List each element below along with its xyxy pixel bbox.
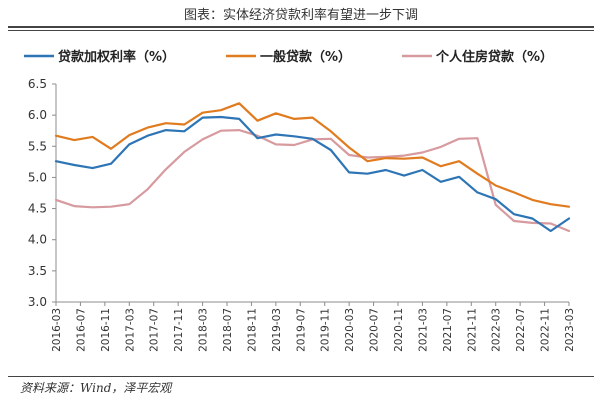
- x-tick-label: 2021-07: [442, 308, 454, 352]
- y-tick-label: 6.5: [28, 77, 47, 91]
- x-tick-label: 2016-11: [100, 308, 112, 352]
- x-tick-label: 2020-07: [369, 308, 381, 352]
- x-tick-label: 2019-03: [271, 308, 283, 352]
- y-tick-label: 4.0: [28, 233, 47, 247]
- legend-label-3: 个人住房贷款（%）: [435, 49, 553, 65]
- x-tick-label: 2020-03: [344, 308, 356, 352]
- title-rule-thin: [8, 30, 594, 31]
- series-line-1: [54, 115, 571, 233]
- x-tick-label: 2016-03: [51, 308, 63, 352]
- y-tick-label: 6.0: [28, 108, 47, 122]
- x-tick-label: 2018-11: [246, 308, 258, 352]
- x-tick-label: 2021-03: [417, 308, 429, 352]
- legend-label-1: 贷款加权利率（%）: [58, 49, 175, 65]
- source-note: 资料来源：Wind，泽平宏观: [20, 381, 172, 395]
- series-line-2: [54, 102, 571, 208]
- x-tick-label: 2022-07: [515, 308, 527, 352]
- x-tick-label: 2019-11: [320, 308, 332, 352]
- x-tick-label: 2017-03: [124, 308, 136, 352]
- y-tick-label: 4.5: [28, 202, 47, 216]
- y-tick-label: 5.0: [28, 170, 47, 184]
- x-tick-label: 2017-07: [149, 308, 161, 352]
- legend-label-2: 一般贷款（%）: [260, 49, 351, 65]
- x-tick-label: 2020-11: [393, 308, 405, 352]
- x-tick-label: 2018-07: [222, 308, 234, 352]
- x-tick-label: 2017-11: [173, 308, 185, 352]
- x-tick-label: 2019-07: [295, 308, 307, 352]
- y-tick-label: 3.5: [28, 264, 47, 278]
- y-tick-label: 3.0: [28, 295, 47, 309]
- x-tick-label: 2022-11: [540, 308, 552, 352]
- x-tick-label: 2018-03: [198, 308, 210, 352]
- x-tick-label: 2021-11: [466, 308, 478, 352]
- x-tick-label: 2022-03: [491, 308, 503, 352]
- x-tick-label: 2016-07: [75, 308, 87, 352]
- bottom-rule: [8, 376, 594, 377]
- x-tick-label: 2023-03: [564, 308, 576, 352]
- title-rule-thick: [8, 26, 594, 28]
- chart-title: 图表：实体经济贷款利率有望进一步下调: [183, 8, 418, 23]
- y-tick-label: 5.5: [28, 139, 47, 153]
- series-line-3: [54, 129, 571, 233]
